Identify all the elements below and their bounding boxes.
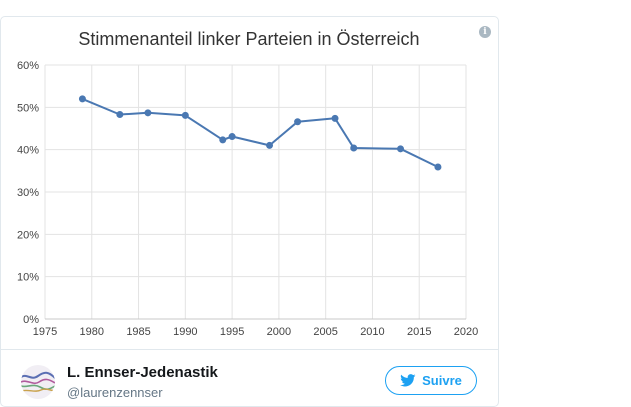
twitter-bird-icon [400, 374, 416, 387]
y-tick-label: 40% [17, 145, 39, 157]
data-point [219, 136, 227, 144]
x-tick-label: 2015 [407, 326, 431, 338]
data-point [228, 133, 236, 141]
y-tick-label: 0% [23, 314, 39, 326]
y-tick-label: 60% [17, 60, 39, 72]
data-point [144, 109, 152, 117]
x-tick-label: 2010 [360, 326, 384, 338]
footer-divider [1, 349, 498, 350]
data-point [294, 118, 302, 126]
chart-title: Stimmenanteil linker Parteien in Österre… [78, 29, 419, 49]
author-handle[interactable]: @laurenzennser [67, 385, 163, 400]
data-point [350, 144, 358, 152]
x-tick-label: 1995 [220, 326, 244, 338]
follow-button[interactable]: Suivre [385, 366, 477, 395]
data-point [331, 114, 339, 122]
series-line [82, 97, 439, 168]
x-tick-label: 1980 [80, 326, 104, 338]
x-tick-label: 1990 [173, 326, 197, 338]
data-point [116, 111, 124, 119]
tweet-card: Stimmenanteil linker Parteien in Österre… [0, 16, 499, 407]
data-point [397, 145, 405, 153]
tweet-author-footer: L. Ennser-Jedenastik @laurenzennser Suiv… [1, 350, 498, 406]
avatar[interactable] [21, 365, 55, 399]
data-point [78, 95, 86, 103]
info-icon[interactable]: i [479, 26, 491, 38]
x-tick-label: 1985 [126, 326, 150, 338]
data-point [181, 111, 189, 119]
chart-panel: Stimmenanteil linker Parteien in Österre… [1, 17, 498, 349]
x-tick-label: 2000 [267, 326, 291, 338]
x-tick-label: 1975 [33, 326, 57, 338]
y-tick-label: 20% [17, 229, 39, 241]
x-tick-label: 2020 [454, 326, 478, 338]
line-chart: Stimmenanteil linker Parteien in Österre… [17, 29, 478, 338]
author-name[interactable]: L. Ennser-Jedenastik [67, 364, 218, 381]
data-point [266, 141, 274, 149]
avatar-image [21, 365, 55, 399]
data-point [434, 163, 442, 171]
follow-button-label: Suivre [422, 373, 462, 388]
y-tick-label: 10% [17, 272, 39, 284]
y-tick-label: 30% [17, 187, 39, 199]
y-tick-label: 50% [17, 102, 39, 114]
x-tick-label: 2005 [313, 326, 337, 338]
